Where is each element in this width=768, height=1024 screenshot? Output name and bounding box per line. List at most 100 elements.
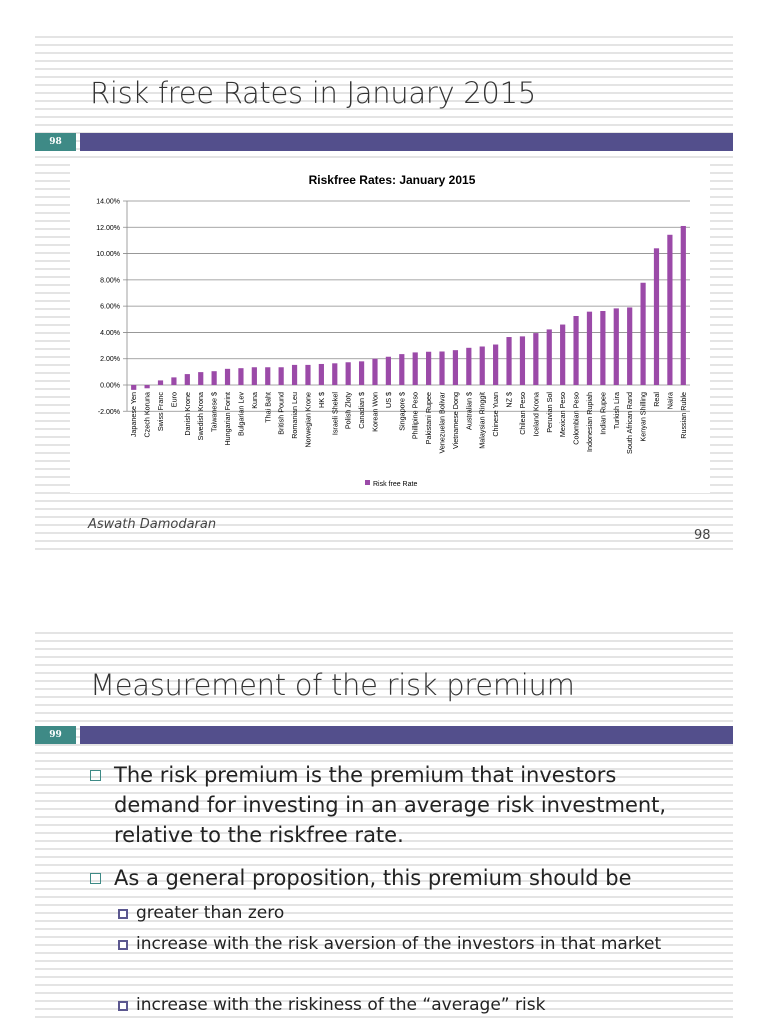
x-tick-label: Chilean Peso (518, 392, 527, 435)
x-tick-label: Colombian Peso (572, 392, 581, 445)
bar (506, 337, 512, 385)
bullet-text: greater than zero (136, 903, 285, 923)
x-tick-label: Euro (169, 392, 178, 407)
x-tick-label: HK $ (317, 392, 326, 408)
bar (224, 368, 231, 385)
bar (560, 324, 566, 385)
slide-number-badge: 98 (35, 133, 76, 151)
bar (198, 372, 204, 385)
x-tick-label: Iceland Krona (531, 392, 540, 436)
bullet-item: As a general proposition, this premium s… (90, 863, 690, 893)
bar (667, 234, 673, 385)
x-tick-label: Vietnamese Dong (451, 392, 460, 449)
y-tick-label: 14.00% (96, 199, 120, 206)
x-tick-label: Romanian Leu (290, 392, 299, 439)
bar (399, 354, 405, 385)
y-tick-label: 8.00% (100, 277, 120, 284)
x-tick-label: Canadian $ (357, 392, 366, 429)
bar (573, 316, 579, 385)
x-tick-label: NZ $ (505, 392, 514, 408)
slide-99 (35, 626, 733, 1024)
x-tick-label: Korean Won (370, 392, 379, 432)
x-tick-label: Bulgarian Lev (236, 392, 245, 436)
sub-bullet-item: increase with the riskiness of the “aver… (118, 991, 678, 1020)
x-tick-label: Kenyan Shilling (639, 392, 648, 442)
x-tick-label: Hungarian Forint (223, 392, 232, 446)
bar (412, 352, 418, 385)
bullet-item: The risk premium is the premium that inv… (90, 760, 690, 850)
bar (479, 346, 485, 385)
y-tick-label: -2.00% (98, 409, 120, 416)
riskfree-rates-chart: Riskfree Rates: January 2015 -2.00% 0.00%… (70, 163, 710, 493)
x-tick-label: Indonesian Rupiah (585, 392, 594, 452)
sub-bullet-item: greater than zero (118, 899, 678, 928)
y-tick-label: 6.00% (100, 304, 120, 311)
bar (171, 377, 177, 385)
x-tick-label: Swiss Franc (156, 392, 165, 432)
y-tick-label: 0.00% (100, 383, 120, 390)
bar (600, 311, 606, 385)
bar (519, 336, 526, 385)
sub-bullet-item: increase with the risk aversion of the i… (118, 930, 678, 959)
bar (332, 363, 338, 385)
legend-swatch (365, 480, 370, 485)
x-tick-label: Real (652, 392, 661, 407)
bar (345, 362, 351, 385)
title-rule-bar (80, 726, 733, 744)
bar (358, 361, 365, 385)
x-tick-label: US $ (384, 392, 393, 408)
x-tick-label: Chinese Yuan (491, 392, 500, 437)
bar (493, 344, 499, 385)
y-tick-label: 2.00% (100, 356, 120, 363)
slide-title: Measurement of the risk premium (90, 668, 575, 702)
x-tick-label: Turkish Lira (612, 392, 621, 429)
footer-author: Aswath Damodaran (88, 517, 217, 532)
filled-square-bullet-icon (118, 940, 128, 950)
x-tick-label: Venezuelan Bolivar (438, 391, 447, 453)
bar (613, 308, 619, 385)
x-tick-label: Polish Zloty (344, 392, 353, 430)
x-tick-label: Indian Rupee (598, 392, 607, 435)
x-tick-label: Phillipine Peso (411, 392, 420, 439)
bar (586, 311, 593, 385)
x-tick-label: British Pound (277, 392, 286, 435)
x-tick-label: Naira (665, 392, 674, 409)
legend-label: Risk free Rate (373, 481, 417, 488)
x-tick-label: Kuna (250, 392, 259, 409)
bar (131, 385, 137, 390)
square-bullet-icon (90, 873, 101, 884)
bar (251, 367, 257, 385)
bullet-text: The risk premium is the premium that inv… (114, 763, 667, 847)
x-tick-label: Singapore $ (397, 392, 406, 431)
bar (211, 371, 217, 385)
bar (372, 358, 378, 385)
x-tick-label: Norwegian Krone (303, 392, 312, 448)
chart-title: Riskfree Rates: January 2015 (309, 173, 476, 187)
x-tick-label: Swedish Krona (196, 392, 205, 440)
bar (680, 225, 686, 385)
x-tick-label: Czech Koruna (143, 392, 152, 438)
bar (546, 329, 552, 385)
bar (265, 367, 271, 385)
x-tick-label: Russian Ruble (679, 392, 688, 439)
bar (627, 307, 633, 385)
bar (385, 356, 391, 385)
bar (426, 351, 432, 385)
bar (291, 364, 298, 385)
x-tick-label: Australian $ (464, 392, 473, 430)
bar (533, 333, 539, 385)
filled-square-bullet-icon (118, 1001, 128, 1011)
bar (452, 350, 459, 385)
x-tick-label: South African Rand (625, 392, 634, 454)
bar (653, 248, 660, 385)
x-tick-label: Israeli Shekel (330, 392, 339, 436)
x-tick-label: Pakistani Rupee (424, 392, 433, 444)
bar (439, 351, 445, 385)
bar (318, 363, 324, 385)
bar (157, 380, 164, 385)
bar (278, 367, 284, 385)
footer-page-number: 98 (694, 528, 711, 543)
bar (305, 364, 311, 385)
slide-number-badge: 99 (35, 726, 76, 744)
x-tick-label: Peruvian Sol (545, 392, 554, 433)
